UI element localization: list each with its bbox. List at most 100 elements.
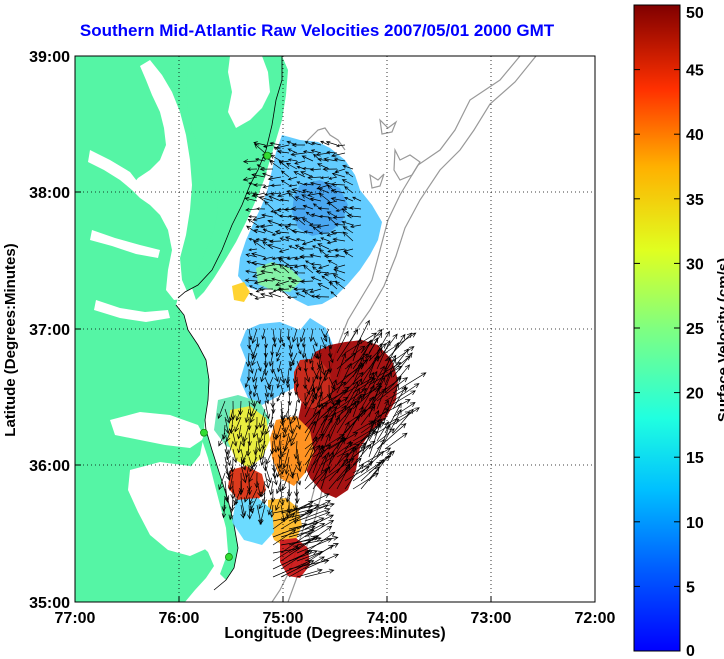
velocity-vector-arrow — [320, 458, 355, 482]
velocity-vector-arrow — [368, 342, 383, 378]
velocity-vector-arrow — [284, 236, 298, 242]
velocity-vector-arrow — [295, 238, 306, 242]
river-york-james — [94, 300, 170, 322]
velocity-vector-arrow — [260, 224, 274, 229]
velocity-patch-north-yellow — [232, 282, 250, 302]
velocity-vector-arrow — [264, 392, 270, 405]
velocity-vector-arrow — [312, 417, 333, 450]
velocity-vector-arrow — [287, 223, 298, 227]
velocity-vector-arrow — [258, 195, 274, 202]
x-tick-label: 73:00 — [471, 610, 512, 627]
x-tick-marks — [74, 596, 596, 602]
velocity-vector-arrow — [244, 196, 258, 202]
velocity-vector-arrow — [293, 171, 306, 178]
velocity-vector-arrow — [269, 160, 282, 170]
velocity-vector-arrow — [324, 328, 330, 339]
velocity-vector-arrow — [249, 496, 258, 512]
velocity-vector-arrow — [256, 480, 262, 498]
velocity-vector-arrow — [264, 384, 270, 398]
velocity-vector-arrow — [271, 456, 277, 474]
velocity-vector-arrow — [309, 288, 322, 294]
velocity-vector-arrow — [294, 244, 306, 250]
velocity-vector-arrow — [336, 464, 351, 490]
velocity-vector-arrow — [368, 438, 385, 466]
velocity-vector-arrow — [276, 376, 282, 389]
velocity-vector-arrow — [248, 328, 253, 341]
velocity-vector-arrow — [253, 229, 266, 234]
velocity-vector-arrow — [256, 207, 266, 211]
velocity-vector-arrow — [292, 328, 298, 343]
y-tick-label: 36:00 — [29, 458, 70, 475]
velocity-vector-arrow — [250, 408, 258, 424]
velocity-vector-arrow — [304, 568, 335, 578]
velocity-vector-arrow — [320, 451, 335, 490]
velocity-vector-arrow — [341, 220, 354, 226]
velocity-vector-arrow — [336, 407, 353, 426]
velocity-vector-arrow — [296, 472, 302, 486]
velocity-vector-arrow — [310, 262, 322, 266]
velocity-vector-arrow — [326, 232, 338, 237]
velocity-vector-arrow — [248, 248, 258, 252]
velocity-vector-arrow — [291, 229, 306, 234]
velocity-vector-arrow — [368, 428, 395, 450]
velocity-vector-arrow — [276, 392, 282, 402]
velocity-vector-arrow — [336, 352, 357, 370]
velocity-vector-arrow — [320, 328, 328, 343]
velocity-vector-arrow — [272, 336, 277, 348]
y-tick-label: 39:00 — [29, 49, 70, 66]
velocity-vector-arrow — [304, 500, 331, 514]
velocity-vector-arrow — [290, 151, 306, 157]
velocity-vector-arrow — [277, 149, 290, 154]
velocity-vector-arrow — [304, 392, 317, 418]
velocity-vector-arrow — [253, 143, 266, 154]
velocity-vector-arrow — [277, 258, 290, 266]
velocity-vector-arrow — [309, 181, 322, 186]
velocity-vector-arrow — [271, 277, 282, 282]
velocity-vector-arrow — [312, 238, 322, 242]
velocity-vector-arrow — [268, 292, 282, 298]
velocity-vector-arrow — [320, 432, 331, 458]
velocity-vector-arrow — [320, 176, 330, 180]
velocity-vector-arrow — [253, 280, 266, 285]
velocity-vector-arrow — [275, 280, 290, 287]
velocity-vector-arrow — [272, 529, 297, 546]
velocity-vector-arrow — [301, 155, 314, 162]
outer-banks — [202, 430, 238, 580]
velocity-vector-arrow — [244, 408, 250, 424]
velocity-vector-arrow — [265, 416, 274, 435]
velocity-vector-arrow — [248, 215, 258, 219]
velocity-vector-arrow — [251, 252, 266, 258]
velocity-vector-arrow — [275, 424, 282, 440]
radar-station-marker — [200, 428, 208, 437]
velocity-vector-arrow — [331, 172, 346, 178]
velocity-vector-arrow — [332, 274, 346, 282]
velocity-vector-arrow — [264, 464, 272, 484]
velocity-vector-arrow — [245, 269, 258, 274]
velocity-vector-arrow — [336, 443, 360, 458]
velocity-vector-arrow — [281, 472, 290, 492]
velocity-vector-arrow — [342, 226, 354, 234]
velocity-vector-arrow — [280, 368, 286, 385]
bathymetry-contours — [271, 56, 537, 602]
velocity-vector-arrow — [336, 352, 347, 378]
velocity-vector-arrow — [320, 451, 330, 474]
velocity-vector-arrow — [270, 344, 274, 356]
velocity-vector-arrow — [360, 405, 376, 426]
velocity-vector-arrow — [331, 152, 346, 158]
velocity-vector-arrow — [302, 150, 314, 154]
velocity-vector-arrow — [320, 336, 327, 350]
velocity-vector-arrow — [256, 392, 261, 405]
velocity-vector-arrow — [368, 365, 385, 394]
velocity-vector-arrow — [330, 229, 346, 235]
velocity-patch-south-tip — [280, 538, 310, 578]
velocity-vector-arrow — [323, 254, 338, 259]
velocity-vector-arrow — [392, 402, 416, 418]
velocity-vector-arrow — [260, 448, 266, 467]
velocity-vector-arrow — [291, 142, 306, 148]
velocity-vector-arrow — [260, 368, 266, 383]
velocity-vector-arrow — [288, 336, 293, 350]
velocity-vector-arrow — [327, 248, 338, 253]
velocity-vector-arrow — [261, 213, 274, 218]
velocity-vector-arrow — [336, 330, 349, 354]
velocity-vector-arrow — [270, 183, 282, 188]
